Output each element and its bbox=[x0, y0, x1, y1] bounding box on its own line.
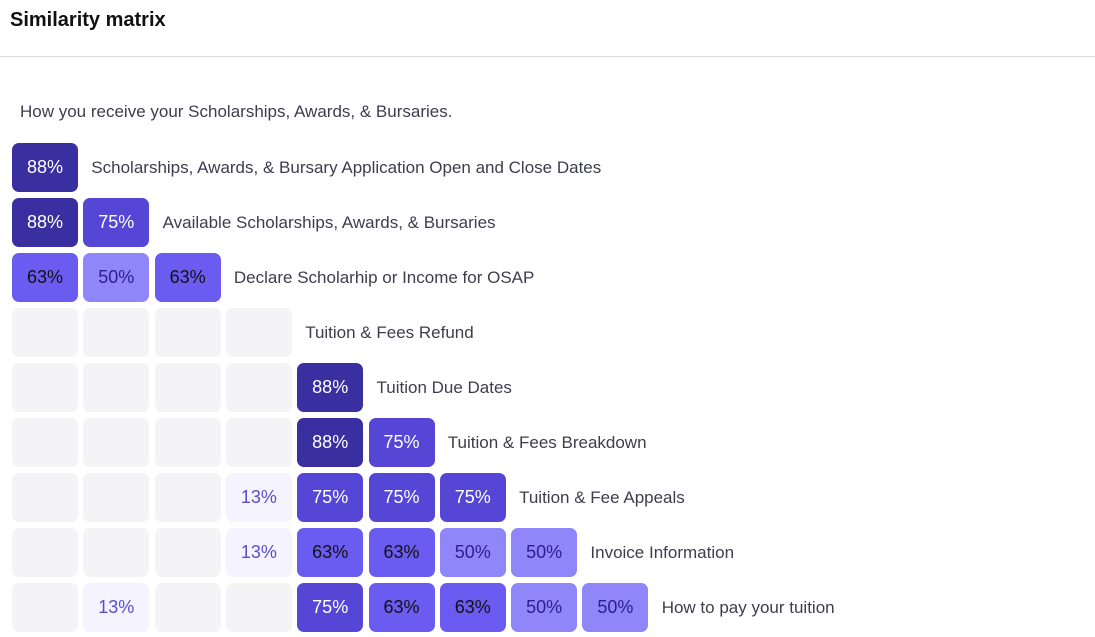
similarity-cell: 88% bbox=[12, 143, 78, 192]
empty-similarity-cell bbox=[154, 473, 221, 522]
empty-similarity-cell bbox=[83, 528, 150, 577]
empty-similarity-cell bbox=[83, 308, 150, 357]
empty-similarity-cell bbox=[225, 363, 292, 412]
similarity-cell: 75% bbox=[368, 418, 435, 467]
similarity-cell: 75% bbox=[297, 473, 364, 522]
similarity-cell: 50% bbox=[511, 583, 578, 632]
header-bar: Similarity matrix bbox=[0, 0, 1095, 57]
similarity-cell: 88% bbox=[12, 198, 78, 247]
similarity-cell: 63% bbox=[368, 583, 435, 632]
matrix-row-label: Tuition & Fee Appeals bbox=[519, 488, 685, 507]
empty-similarity-cell bbox=[154, 418, 221, 467]
empty-similarity-cell bbox=[225, 418, 292, 467]
matrix-row-label: Available Scholarships, Awards, & Bursar… bbox=[162, 213, 496, 232]
similarity-cell: 75% bbox=[439, 473, 506, 522]
similarity-cell: 63% bbox=[439, 583, 506, 632]
similarity-cell: 88% bbox=[297, 418, 364, 467]
empty-similarity-cell bbox=[12, 473, 78, 522]
empty-similarity-cell bbox=[12, 418, 78, 467]
similarity-cell: 50% bbox=[582, 583, 649, 632]
similarity-cell: 50% bbox=[83, 253, 150, 302]
empty-similarity-cell bbox=[154, 528, 221, 577]
matrix-row-label: Tuition & Fees Breakdown bbox=[447, 433, 647, 452]
empty-similarity-cell bbox=[83, 473, 150, 522]
similarity-cell: 13% bbox=[225, 473, 292, 522]
matrix-first-item-label: How you receive your Scholarships, Award… bbox=[20, 102, 453, 121]
similarity-cell: 88% bbox=[297, 363, 364, 412]
empty-similarity-cell bbox=[154, 308, 221, 357]
matrix-row-label: How to pay your tuition bbox=[661, 598, 835, 617]
similarity-cell: 13% bbox=[225, 528, 292, 577]
similarity-cell: 75% bbox=[297, 583, 364, 632]
empty-similarity-cell bbox=[83, 363, 150, 412]
similarity-cell: 75% bbox=[368, 473, 435, 522]
matrix-row-label: Tuition & Fees Refund bbox=[305, 323, 474, 342]
empty-similarity-cell bbox=[225, 583, 292, 632]
matrix-row-label: Scholarships, Awards, & Bursary Applicat… bbox=[91, 158, 602, 177]
empty-similarity-cell bbox=[12, 308, 78, 357]
empty-similarity-cell bbox=[225, 308, 292, 357]
empty-similarity-cell bbox=[154, 583, 221, 632]
matrix-row-label: Invoice Information bbox=[590, 543, 735, 562]
similarity-cell: 50% bbox=[511, 528, 578, 577]
similarity-cell: 63% bbox=[297, 528, 364, 577]
similarity-cell: 63% bbox=[154, 253, 221, 302]
empty-similarity-cell bbox=[12, 528, 78, 577]
similarity-cell: 63% bbox=[12, 253, 78, 302]
similarity-cell: 63% bbox=[368, 528, 435, 577]
empty-similarity-cell bbox=[83, 418, 150, 467]
similarity-cell: 50% bbox=[439, 528, 506, 577]
similarity-cell: 13% bbox=[83, 583, 150, 632]
empty-similarity-cell bbox=[12, 363, 78, 412]
empty-similarity-cell bbox=[154, 363, 221, 412]
matrix-row-label: Tuition Due Dates bbox=[376, 378, 512, 397]
similarity-cell: 75% bbox=[83, 198, 150, 247]
empty-similarity-cell bbox=[12, 583, 78, 632]
matrix-row-label: Declare Scholarhip or Income for OSAP bbox=[233, 268, 535, 287]
page-title: Similarity matrix bbox=[10, 9, 166, 31]
